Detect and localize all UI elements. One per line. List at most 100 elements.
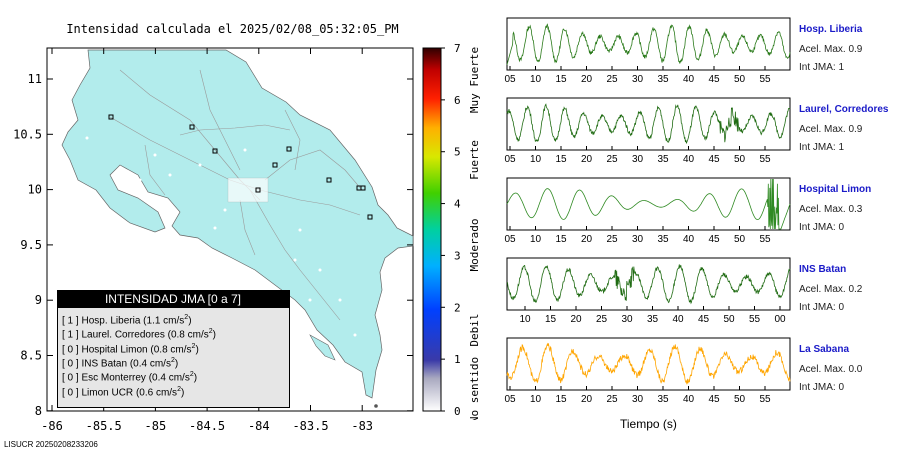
legend-close: )	[174, 358, 179, 370]
lon-tick-label: -85	[145, 419, 167, 433]
trace-frame	[506, 97, 791, 151]
trace-panel: 05 10 15 20 25 30 35 40 45 50 55	[504, 177, 791, 245]
trace-panels: 05 10 15 20 25 30 35 40 45 50 55 05 10 15 20 25 30 35 40 45…	[504, 17, 791, 405]
colorbar-level-label: No sentido	[468, 357, 481, 420]
latitude-axis: 11 10.5 10 9.5 9 8.5 8	[13, 72, 413, 418]
trace-tick-label: 10	[530, 154, 542, 165]
trace-waveform	[506, 264, 791, 305]
station-name: INS Batan	[799, 264, 847, 275]
trace-tick-label: 20	[581, 74, 593, 85]
station-jma: Int JMA: 1	[799, 62, 845, 73]
trace-tick-label: 55	[759, 394, 771, 405]
trace-tick-label: 30	[632, 234, 644, 245]
colorbar-tick-label: 2	[454, 301, 461, 314]
colorbar-level-label: Moderado	[468, 219, 481, 272]
station-accel: Acel. Max. 0.9	[799, 124, 863, 135]
trace-tick-label: 50	[734, 234, 746, 245]
legend-exp: 2	[184, 314, 189, 321]
station-jma: Int JMA: 0	[799, 382, 845, 393]
legend-row: [ 0 ] Hospital Limon (0.8 cm/s2)	[62, 343, 199, 355]
colorbar-tick-label: 3	[454, 249, 461, 262]
trace-tick-label: 15	[555, 394, 567, 405]
legend-station: Hosp. Liberia	[81, 315, 141, 327]
station-jma: Int JMA: 0	[799, 302, 845, 313]
trace-tick-label: 55	[759, 154, 771, 165]
trace-tick-label: 45	[708, 154, 720, 165]
colorbar-tick-label: 6	[454, 94, 461, 107]
trace-tick-label: 10	[519, 314, 531, 325]
trace-tick-label: 20	[570, 314, 582, 325]
trace-tick-label: 50	[734, 74, 746, 85]
colorbar-tick-label: 7	[454, 42, 461, 55]
lon-tick-label: -86	[41, 419, 63, 433]
legend-jma: [ 1 ]	[62, 315, 79, 327]
legend-value: (1.1 cm/s	[143, 315, 185, 327]
longitude-axis: -86 -85.5 -85 -84.5 -84 -83.5 -83	[41, 48, 373, 433]
south-station	[374, 404, 378, 408]
legend-value: (0.8 cm/s	[150, 343, 192, 355]
lat-tick-label: 9	[35, 293, 42, 307]
osa-peninsula	[309, 334, 336, 361]
trace-tick-label: 15	[555, 234, 567, 245]
trace-tick-label: 15	[555, 74, 567, 85]
station-dots	[85, 136, 357, 337]
colorbar-level-label: Muy Fuerte	[468, 47, 481, 113]
legend-exp: 2	[189, 371, 194, 379]
trace-panel: 05 10 15 20 25 30 35 40 45 50 55	[504, 17, 791, 85]
trace-tick-label: 50	[723, 314, 735, 325]
trace-tick-label: 40	[672, 314, 684, 325]
trace-tick-label: 50	[734, 154, 746, 165]
trace-tick-label: 15	[555, 154, 567, 165]
legend-jma: [ 0 ]	[62, 343, 79, 355]
urban-area	[227, 177, 269, 203]
legend-close: )	[195, 343, 199, 355]
trace-tick-label: 40	[683, 154, 695, 165]
station-name: Laurel, Corredores	[799, 104, 889, 115]
station-name: Hospital Limon	[799, 184, 872, 195]
legend-jma: [ 0 ]	[62, 386, 79, 398]
trace-tick-label: 20	[581, 154, 593, 165]
legend-station: Esc Monterrey	[81, 372, 146, 384]
trace-tick-label: 35	[657, 74, 669, 85]
colorbar-gradient	[422, 47, 442, 412]
lat-tick-label: 10.5	[13, 127, 42, 141]
trace-tick-label: 40	[683, 74, 695, 85]
trace-tick-label: 55	[749, 314, 761, 325]
trace-tick-label: 55	[759, 74, 771, 85]
trace-tick-label: 15	[545, 314, 557, 325]
lon-tick-label: -84	[248, 419, 270, 433]
legend-title: INTENSIDAD JMA [0 a 7]	[57, 290, 289, 308]
trace-tick-label: 10	[530, 74, 542, 85]
trace-tick-label: 20	[581, 394, 593, 405]
legend-station: Hospital Limon	[81, 343, 148, 355]
footer-id: LISUCR 20250208233206	[4, 440, 98, 449]
legend-row: [ 1 ] Hosp. Liberia (1.1 cm/s2)	[62, 314, 192, 326]
legend-exp: 2	[191, 342, 196, 350]
legend-jma: [ 1 ]	[62, 329, 79, 341]
trace-tick-label: 05	[504, 154, 516, 165]
trace-waveform	[506, 178, 791, 230]
station-jma: Int JMA: 0	[799, 222, 845, 233]
trace-tick-label: 20	[581, 234, 593, 245]
legend-value: (0.8 cm/s	[167, 329, 209, 341]
lat-tick-label: 8.5	[20, 349, 42, 363]
trace-tick-label: 05	[504, 74, 516, 85]
trace-panel: 05 10 15 20 25 30 35 40 45 50 55	[504, 97, 791, 165]
lat-tick-label: 8	[35, 404, 42, 418]
legend-close: )	[180, 386, 185, 398]
trace-tick-label: 45	[708, 234, 720, 245]
trace-tick-label: 25	[606, 234, 618, 245]
jma-colorbar: 0 1 2 3 4 5 6 7 No sentido Debil Moderado Fuerte Mu…	[422, 42, 481, 420]
trace-frame	[506, 177, 791, 231]
lon-tick-label: -83	[351, 419, 373, 433]
legend-close: )	[193, 372, 198, 384]
trace-panel: 05 10 15 20 25 30 35 40 45 50 55	[504, 337, 791, 405]
trace-tick-label: 50	[734, 394, 746, 405]
legend-exp: 2	[208, 328, 213, 336]
trace-tick-label: 10	[530, 394, 542, 405]
legend-close: )	[188, 315, 192, 327]
station-accel: Acel. Max. 0.0	[799, 364, 863, 375]
trace-tick-label: 05	[504, 234, 516, 245]
trace-waveform	[506, 23, 791, 65]
colorbar-level-label: Debil	[468, 313, 481, 346]
